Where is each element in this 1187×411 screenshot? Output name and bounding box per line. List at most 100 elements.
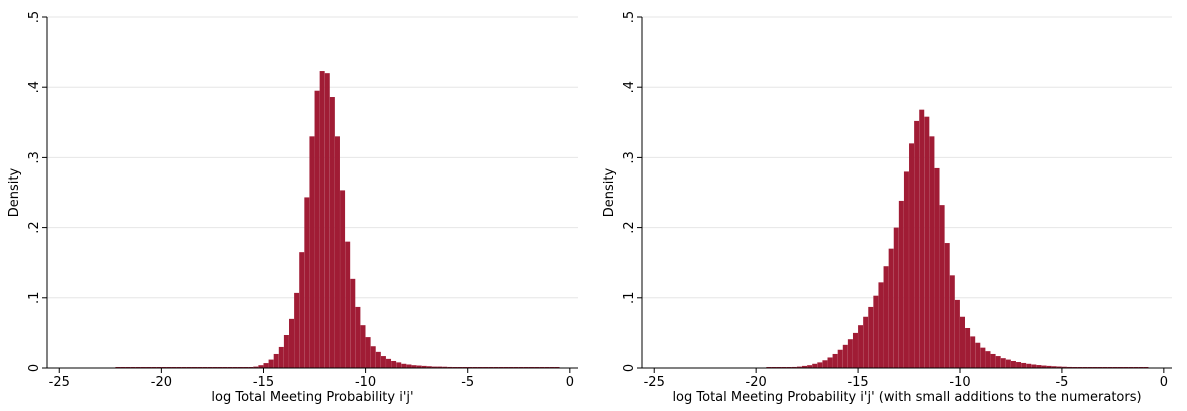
- x-tick-label: 0: [1160, 375, 1168, 390]
- histogram-bar: [842, 344, 848, 368]
- histogram-bar: [791, 366, 797, 368]
- histogram-bar: [360, 325, 366, 368]
- histogram-bar: [268, 359, 274, 368]
- histogram-bar: [380, 356, 386, 368]
- histogram-bar: [939, 205, 945, 368]
- histogram-bar: [437, 366, 443, 368]
- histogram-bar: [929, 136, 935, 368]
- histogram-bar: [278, 346, 284, 368]
- histogram-bar: [852, 332, 858, 368]
- x-tick-label: -20: [151, 375, 172, 390]
- y-tick-label: 0: [27, 364, 42, 372]
- histogram-bar: [796, 366, 802, 368]
- histogram-bar: [1056, 366, 1062, 368]
- histogram-bar: [1016, 362, 1022, 368]
- histogram-bar: [893, 227, 899, 368]
- histogram-bar: [370, 346, 376, 368]
- histogram-bars: [115, 71, 560, 369]
- histogram-bar: [314, 90, 320, 369]
- histogram-bar: [263, 363, 269, 368]
- histogram-bar: [970, 336, 976, 368]
- histogram-bar: [283, 335, 289, 368]
- histogram-bar: [411, 365, 417, 368]
- histogram-bar: [355, 306, 361, 368]
- histogram-bar: [903, 171, 909, 368]
- histogram-panel-right: 0 .1 .2 .3 .4 .5 -25 -20 -15 -10 -5 0 log Total Me…: [602, 11, 1172, 405]
- x-tick-label: -20: [746, 375, 767, 390]
- histogram-bar: [350, 278, 356, 368]
- histogram-bar: [868, 306, 874, 368]
- histogram-bar: [1026, 363, 1032, 368]
- histogram-bar: [1067, 366, 1073, 368]
- histogram-bar: [416, 365, 422, 368]
- histogram-panel-left: 0 .1 .2 .3 .4 .5 -25 -20 -15 -10 -5 0 log Total Me…: [7, 11, 578, 405]
- histogram-bar: [1051, 366, 1057, 368]
- y-tick-labels: 0 .1 .2 .3 .4 .5: [622, 11, 637, 372]
- histogram-bar: [827, 357, 833, 368]
- histogram-bar: [442, 366, 448, 368]
- x-tick-label: -25: [49, 375, 70, 390]
- histogram-bar: [1005, 359, 1011, 368]
- y-tick-label: .1: [622, 292, 637, 304]
- x-tick-label: -10: [355, 375, 376, 390]
- x-tick-labels: -25 -20 -15 -10 -5 0: [49, 375, 574, 390]
- histogram-bar: [391, 360, 397, 368]
- histogram-bar: [995, 356, 1001, 368]
- y-tick-label: .5: [27, 11, 42, 23]
- histogram-bar: [1021, 362, 1027, 368]
- x-tick-label: -15: [847, 375, 868, 390]
- histogram-bar: [1041, 365, 1047, 368]
- histogram-bar: [340, 190, 346, 368]
- x-tick-label: -5: [461, 375, 474, 390]
- histogram-bar: [401, 363, 407, 368]
- histogram-bar: [289, 318, 295, 368]
- y-tick-label: .1: [27, 292, 42, 304]
- histogram-bar: [898, 200, 904, 368]
- histogram-bar: [837, 349, 843, 368]
- x-tick-label: -15: [253, 375, 274, 390]
- histogram-bar: [253, 366, 259, 368]
- histogram-bar: [1000, 358, 1006, 368]
- histogram-bar: [1046, 365, 1052, 368]
- histogram-bar: [447, 366, 453, 368]
- histogram-bar: [421, 365, 427, 368]
- axes: [42, 16, 578, 373]
- histogram-bar: [863, 316, 869, 368]
- x-tick-label: -10: [949, 375, 970, 390]
- histogram-bar: [990, 353, 996, 368]
- y-tick-label: .3: [27, 151, 42, 163]
- histogram-bar: [1010, 360, 1016, 368]
- x-tick-labels: -25 -20 -15 -10 -5 0: [644, 375, 1168, 390]
- histogram-bar: [858, 325, 864, 368]
- x-tick-label: 0: [566, 375, 574, 390]
- histogram-bar: [1031, 364, 1037, 368]
- histogram-bar: [944, 243, 950, 368]
- histogram-bar: [406, 364, 412, 368]
- histogram-bar: [334, 136, 340, 368]
- histogram-bar: [1036, 365, 1042, 368]
- histogram-bar: [817, 362, 823, 368]
- x-tick-label: -5: [1055, 375, 1068, 390]
- histogram-bar: [934, 167, 940, 368]
- y-axis-label: Density: [7, 167, 22, 217]
- histogram-bar: [309, 136, 315, 368]
- histogram-bar: [924, 116, 930, 369]
- y-tick-label: .4: [622, 81, 637, 93]
- histogram-bar: [431, 366, 437, 368]
- histogram-bar: [847, 339, 853, 368]
- histogram-bar: [888, 248, 894, 368]
- histogram-bar: [329, 97, 335, 368]
- histogram-bar: [299, 252, 305, 368]
- histogram-bar: [324, 73, 330, 368]
- histogram-bar: [812, 363, 818, 368]
- y-tick-label: .2: [622, 221, 637, 233]
- histogram-bar: [960, 316, 965, 368]
- histogram-bar: [878, 282, 884, 368]
- y-tick-label: .5: [622, 11, 637, 23]
- histogram-bar: [914, 120, 920, 369]
- histogram-bar: [807, 365, 813, 368]
- histogram-bar: [304, 197, 310, 368]
- histogram-bar: [802, 365, 808, 368]
- histogram-bar: [980, 347, 986, 368]
